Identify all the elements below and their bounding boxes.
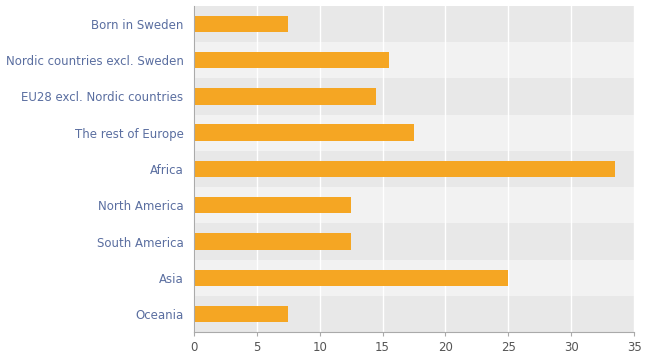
Bar: [194, 52, 389, 68]
Bar: [194, 187, 634, 224]
Bar: [194, 224, 634, 260]
Bar: [194, 42, 634, 78]
Bar: [194, 197, 351, 213]
Bar: [194, 233, 351, 250]
Bar: [194, 15, 288, 32]
Bar: [194, 151, 634, 187]
Bar: [194, 78, 634, 114]
Bar: [194, 260, 634, 296]
Bar: [194, 270, 509, 286]
Bar: [194, 114, 634, 151]
Bar: [194, 161, 615, 177]
Bar: [194, 88, 376, 104]
Bar: [194, 125, 414, 141]
Bar: [194, 296, 634, 332]
Bar: [194, 306, 288, 323]
Bar: [194, 5, 634, 42]
